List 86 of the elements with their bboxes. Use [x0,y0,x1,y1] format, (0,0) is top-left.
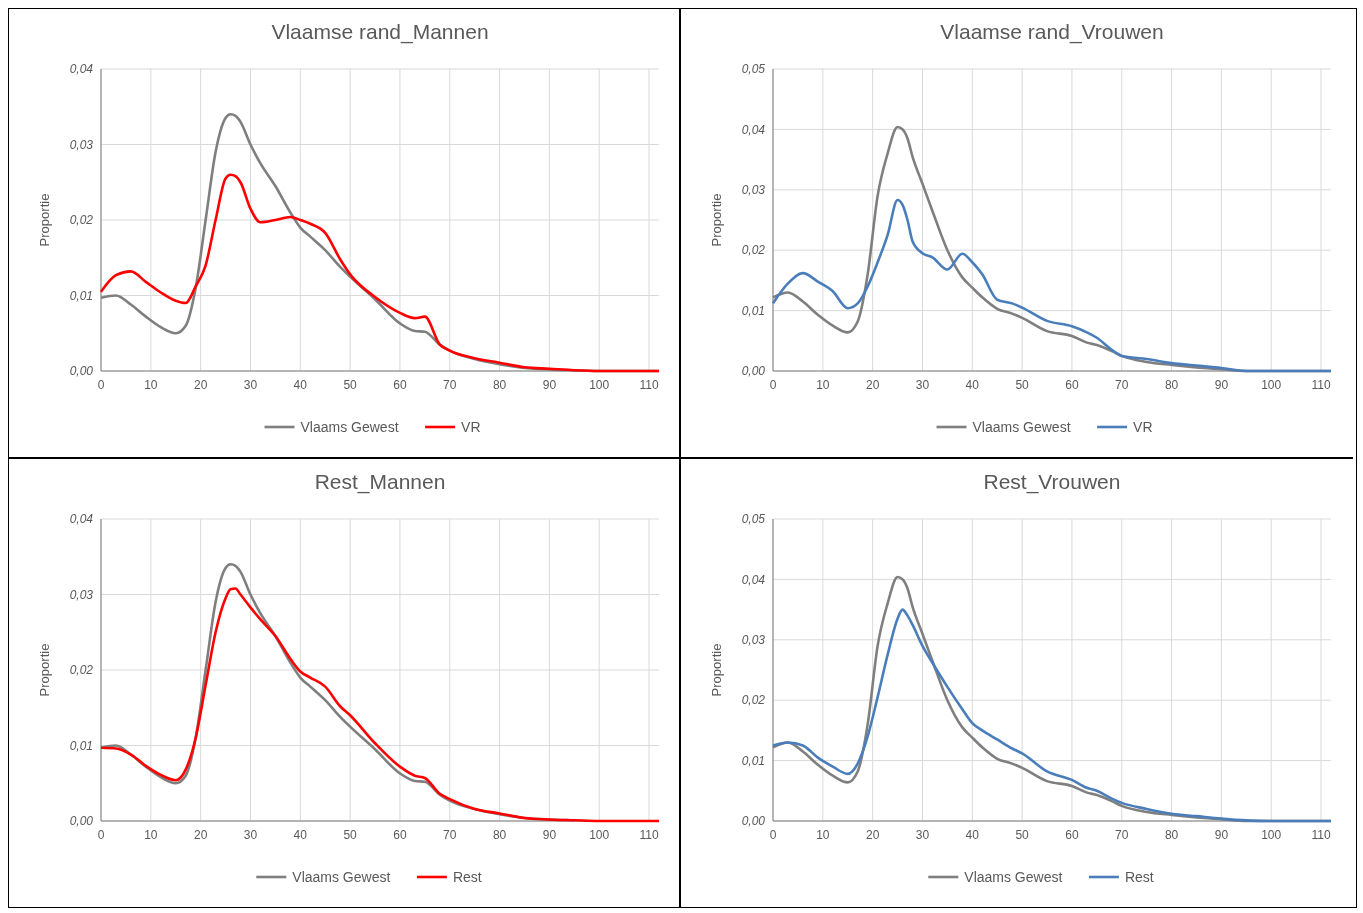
y-axis-title: Proportie [709,643,724,697]
x-tick-label: 10 [144,378,158,392]
x-tick-label: 40 [293,828,308,842]
legend-label: VR [461,418,481,435]
x-tick-label: 80 [1164,828,1179,842]
chart-title: Vlaamse rand_Vrouwen [940,20,1164,44]
y-axis-title: Proportie [37,193,52,247]
y-tick-label: 0,02 [69,663,94,678]
x-tick-label: 80 [492,378,507,392]
y-tick-label: 0,03 [69,137,94,152]
legend-label: Vlaams Gewest [300,418,399,435]
x-tick-label: 0 [97,828,105,842]
x-tick-label: 60 [1065,378,1079,392]
x-tick-label: 70 [1115,828,1129,842]
x-tick-label: 10 [144,828,158,842]
y-tick-label: 0,03 [69,587,94,602]
x-tick-label: 80 [1164,378,1179,392]
x-tick-label: 0 [769,828,777,842]
y-tick-label: 0,01 [69,738,93,753]
x-tick-label: 0 [769,378,777,392]
y-tick-label: 0,01 [741,753,765,768]
x-tick-label: 80 [492,828,507,842]
x-tick-label: 30 [915,378,930,392]
x-tick-label: 20 [865,828,880,842]
x-tick-label: 70 [1115,378,1129,392]
y-tick-label: 0,03 [741,633,766,647]
y-tick-label: 0,00 [69,814,94,829]
x-tick-label: 90 [542,378,557,392]
y-tick-label: 0,04 [741,122,766,137]
x-tick-label: 100 [589,378,610,392]
y-tick-label: 0,00 [741,364,766,379]
x-tick-label: 10 [816,828,830,842]
x-tick-label: 110 [639,378,659,392]
legend-label: VR [1133,418,1153,435]
x-tick-label: 0 [97,378,105,392]
y-tick-label: 0,02 [69,213,94,228]
y-axis-title: Proportie [37,643,52,697]
y-tick-label: 0,05 [741,62,766,77]
x-tick-label: 10 [816,378,830,392]
x-tick-label: 60 [393,378,407,392]
chart-title: Rest_Vrouwen [983,470,1121,494]
x-tick-label: 40 [293,378,308,392]
x-tick-label: 60 [1065,828,1079,842]
x-tick-label: 100 [1261,378,1282,392]
y-tick-label: 0,04 [69,512,94,527]
legend-label: Rest [452,868,482,885]
y-tick-label: 0,00 [741,814,766,829]
y-tick-label: 0,02 [741,693,766,708]
x-tick-label: 110 [1311,828,1331,842]
y-tick-label: 0,04 [741,572,766,587]
y-tick-label: 0,02 [741,243,766,258]
y-axis-title: Proportie [709,193,724,247]
x-tick-label: 50 [1015,378,1030,392]
legend-label: Rest [1124,868,1154,885]
x-tick-label: 90 [1214,828,1229,842]
y-tick-label: 0,05 [741,512,766,527]
x-tick-label: 30 [243,828,258,842]
x-tick-label: 50 [1015,828,1030,842]
x-tick-label: 110 [639,828,659,842]
x-tick-label: 20 [865,378,880,392]
x-tick-label: 20 [193,828,208,842]
y-tick-label: 0,00 [69,364,94,379]
chart-title: Rest_Mannen [314,470,446,494]
x-tick-label: 100 [1261,828,1282,842]
legend-label: Vlaams Gewest [972,418,1071,435]
x-tick-label: 50 [343,378,358,392]
y-tick-label: 0,01 [741,303,765,318]
x-tick-label: 40 [965,378,980,392]
legend-label: Vlaams Gewest [964,868,1063,885]
y-tick-label: 0,04 [69,62,94,77]
x-tick-label: 40 [965,828,980,842]
legend-label: Vlaams Gewest [292,868,391,885]
x-tick-label: 50 [343,828,358,842]
chart-title: Vlaamse rand_Mannen [271,20,489,44]
x-tick-label: 30 [915,828,930,842]
x-tick-label: 100 [589,828,610,842]
y-tick-label: 0,03 [741,183,766,197]
x-tick-label: 30 [243,378,258,392]
x-tick-label: 60 [393,828,407,842]
y-tick-label: 0,01 [69,288,93,303]
x-tick-label: 70 [443,378,457,392]
x-tick-label: 90 [542,828,557,842]
x-tick-label: 70 [443,828,457,842]
x-tick-label: 90 [1214,378,1229,392]
x-tick-label: 110 [1311,378,1331,392]
x-tick-label: 20 [193,378,208,392]
